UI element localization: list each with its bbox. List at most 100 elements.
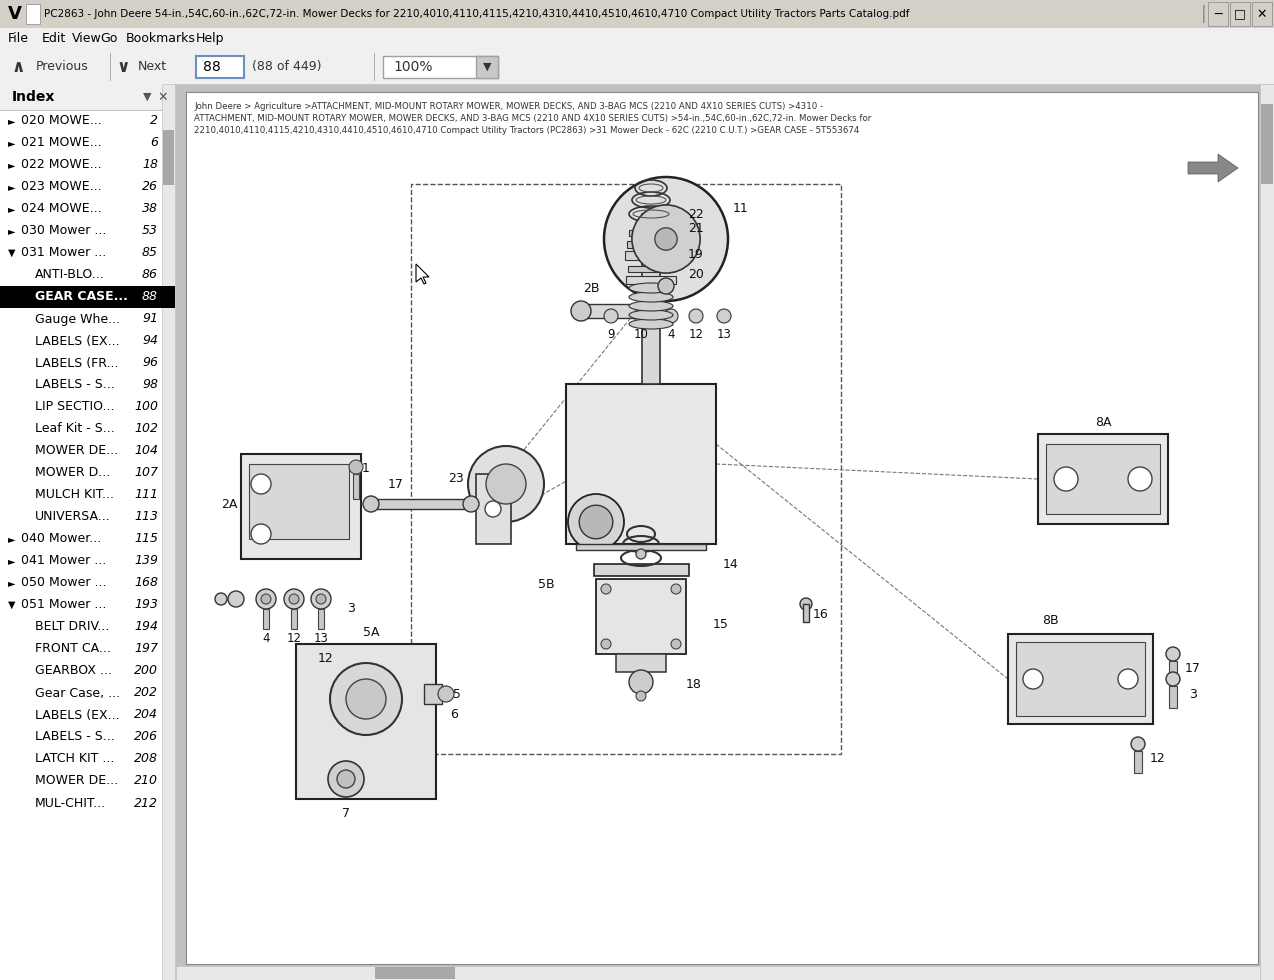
Text: 13: 13	[716, 327, 731, 340]
Bar	[596, 579, 685, 654]
Text: 12: 12	[1150, 753, 1166, 765]
Text: 021 MOWE...: 021 MOWE...	[20, 136, 102, 150]
Text: 100%: 100%	[392, 60, 432, 74]
Text: 202: 202	[134, 687, 158, 700]
Text: FRONT CA...: FRONT CA...	[34, 643, 111, 656]
Text: ►: ►	[8, 226, 15, 236]
Text: 100: 100	[134, 401, 158, 414]
Text: 200: 200	[134, 664, 158, 677]
Bar	[163, 130, 175, 185]
Bar	[803, 604, 809, 622]
Text: LATCH KIT ...: LATCH KIT ...	[34, 753, 115, 765]
Text: 22: 22	[688, 208, 703, 220]
Text: 6: 6	[150, 136, 158, 150]
Bar	[0, 50, 1274, 51]
Ellipse shape	[629, 292, 673, 302]
Bar	[566, 384, 716, 544]
Bar	[1046, 444, 1161, 514]
Text: 020 MOWE...: 020 MOWE...	[20, 115, 102, 127]
Circle shape	[604, 177, 727, 301]
Text: 210: 210	[134, 774, 158, 788]
Text: 11: 11	[733, 203, 749, 216]
Text: 3: 3	[347, 603, 355, 615]
Text: ANTI-BLO...: ANTI-BLO...	[34, 269, 104, 281]
Text: 12: 12	[688, 327, 703, 340]
Text: 051 Mower ...: 051 Mower ...	[20, 599, 106, 612]
Circle shape	[657, 278, 674, 294]
Bar	[1252, 2, 1271, 26]
Text: 20: 20	[688, 268, 705, 280]
Text: 91: 91	[141, 313, 158, 325]
Text: 23: 23	[448, 472, 464, 485]
Bar	[1134, 751, 1142, 773]
Bar	[0, 28, 1274, 29]
Bar	[1260, 84, 1274, 980]
Bar	[1208, 2, 1228, 26]
Text: Gauge Whe...: Gauge Whe...	[34, 313, 120, 325]
Bar	[0, 84, 175, 980]
Text: 031 Mower ...: 031 Mower ...	[20, 247, 106, 260]
Text: 15: 15	[713, 617, 729, 630]
Circle shape	[363, 496, 378, 512]
Bar	[383, 56, 498, 78]
Circle shape	[689, 309, 703, 323]
Text: 194: 194	[134, 620, 158, 633]
Bar	[262, 609, 269, 629]
Bar	[0, 286, 175, 308]
Text: □: □	[1235, 8, 1246, 21]
Circle shape	[485, 464, 526, 504]
Text: ✕: ✕	[1256, 8, 1268, 21]
Text: 53: 53	[141, 224, 158, 237]
Text: ►: ►	[8, 138, 15, 148]
Bar	[162, 84, 175, 980]
Circle shape	[601, 584, 612, 594]
Text: UNIVERSA...: UNIVERSA...	[34, 511, 111, 523]
Text: 030 Mower ...: 030 Mower ...	[20, 224, 106, 237]
Circle shape	[571, 301, 591, 321]
Text: ▼: ▼	[483, 62, 492, 72]
Text: |: |	[1201, 5, 1206, 23]
Text: 12: 12	[287, 632, 302, 646]
Circle shape	[1054, 467, 1078, 491]
Circle shape	[604, 309, 618, 323]
Bar	[0, 84, 175, 110]
Text: 18: 18	[687, 677, 702, 691]
Text: LIP SECTIO...: LIP SECTIO...	[34, 401, 115, 414]
Circle shape	[800, 598, 812, 610]
Bar	[376, 499, 466, 509]
Circle shape	[632, 205, 701, 273]
Text: MULCH KIT...: MULCH KIT...	[34, 488, 113, 502]
Bar	[1038, 434, 1168, 524]
Circle shape	[485, 501, 501, 517]
Text: 86: 86	[141, 269, 158, 281]
Text: 7: 7	[341, 807, 350, 819]
Text: ▼: ▼	[8, 248, 15, 258]
Circle shape	[289, 594, 299, 604]
Text: Previous: Previous	[36, 61, 89, 74]
Circle shape	[338, 770, 355, 788]
Bar	[25, 4, 39, 24]
Text: Go: Go	[99, 32, 117, 45]
Text: 115: 115	[134, 532, 158, 546]
Text: 4: 4	[262, 632, 270, 646]
Text: PC2863 - John Deere 54-in.,54C,60-in.,62C,72-in. Mower Decks for 2210,4010,4110,: PC2863 - John Deere 54-in.,54C,60-in.,62…	[45, 9, 910, 19]
Circle shape	[327, 761, 364, 797]
Text: Help: Help	[196, 32, 224, 45]
Circle shape	[284, 589, 304, 609]
Text: 18: 18	[141, 159, 158, 171]
Circle shape	[438, 686, 454, 702]
Text: MOWER DE...: MOWER DE...	[34, 445, 118, 458]
Text: 5B: 5B	[538, 577, 554, 591]
Bar	[375, 967, 455, 979]
Circle shape	[261, 594, 271, 604]
Bar	[1008, 634, 1153, 724]
Bar	[248, 464, 349, 539]
Text: 8B: 8B	[1042, 613, 1059, 626]
Bar	[626, 251, 676, 260]
Circle shape	[636, 691, 646, 701]
Bar	[290, 609, 297, 629]
Bar	[176, 84, 1274, 980]
Bar	[0, 84, 1274, 85]
Text: Next: Next	[138, 61, 167, 74]
Text: 17: 17	[1185, 662, 1201, 675]
